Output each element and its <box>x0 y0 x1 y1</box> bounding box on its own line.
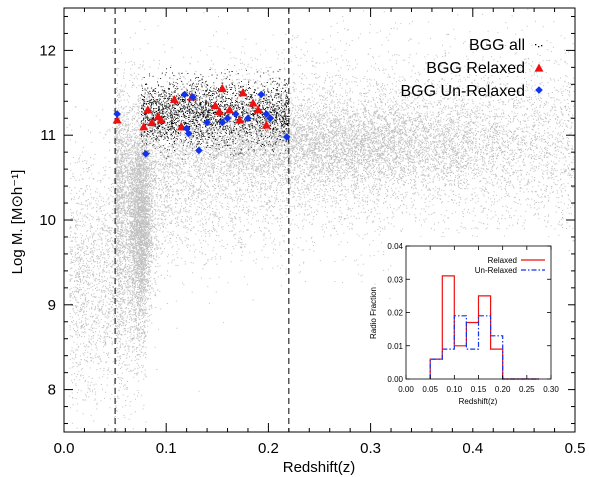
relaxed-point <box>248 98 258 107</box>
legend-marker-unrelaxed <box>535 86 543 94</box>
relaxed-point <box>253 105 263 114</box>
unrelaxed-point <box>195 146 203 155</box>
relaxed-point <box>214 106 224 116</box>
unrelaxed-point <box>203 118 211 127</box>
legend-marker-bgg-all <box>535 44 543 48</box>
x-tick-label: 0.3 <box>360 440 381 457</box>
y-tick-label: 12 <box>39 42 56 59</box>
relaxed-point <box>147 117 157 127</box>
x-tick-label: 0.4 <box>462 440 483 457</box>
unrelaxed-point <box>113 110 121 118</box>
relaxed-point <box>261 120 271 129</box>
unrelaxed-point <box>182 124 191 133</box>
y-tick-label: 10 <box>39 212 56 229</box>
inset-x-tick-label: 0.00 <box>398 385 414 394</box>
inset-x-tick-label: 0.15 <box>471 385 487 394</box>
unrelaxed-point <box>141 150 150 158</box>
inset-x-tick-label: 0.25 <box>519 385 535 394</box>
y-axis-title: Log M. [M⊙h⁻¹] <box>9 170 26 275</box>
unrelaxed-point <box>257 90 266 99</box>
inset-axis-ticks: 0.00 0.05 0.10 0.15 0.20 0.25 0.30 0.00 0.01 0.02… <box>387 242 559 394</box>
x-tick-label: 0.2 <box>258 440 279 457</box>
unrelaxed-point <box>231 110 240 118</box>
main-axis-ticks: 0.0 0.1 0.2 0.3 0.4 0.5 8 9 10 11 12 <box>39 8 585 457</box>
unrelaxed-point <box>223 114 232 123</box>
relaxed-point <box>210 101 220 110</box>
relaxed-point <box>235 115 245 124</box>
unrelaxed-point <box>180 90 189 99</box>
relaxed-point <box>139 122 149 131</box>
inset-y-tick-label: 0.00 <box>387 375 403 384</box>
legend-marker-relaxed <box>534 63 544 72</box>
inset-y-axis-title: Radio Fraction <box>369 287 378 339</box>
inset-y-tick-label: 0.02 <box>387 309 403 318</box>
background-galaxy-points <box>66 8 575 432</box>
inset-chart: 0.00 0.05 0.10 0.15 0.20 0.25 0.30 0.00 0.01 0.02… <box>369 237 568 428</box>
relaxed-point <box>217 84 227 93</box>
relaxed-point <box>112 115 122 124</box>
unrelaxed-point <box>218 118 227 127</box>
y-tick-label: 11 <box>40 127 56 144</box>
inset-background <box>394 237 568 428</box>
x-axis-title: Redshift(z) <box>283 459 356 476</box>
relaxed-point <box>169 95 179 104</box>
relaxed-point <box>143 105 153 114</box>
inset-legend-label: Relaxed <box>488 256 517 265</box>
relaxed-point <box>156 115 166 124</box>
inset-y-tick-label: 0.04 <box>387 242 403 251</box>
unrelaxed-point <box>244 114 252 123</box>
legend-label: BGG Un-Relaxed <box>401 83 526 100</box>
unrelaxed-point <box>188 93 197 101</box>
inset-x-axis-title: Redshift(z) <box>459 397 498 406</box>
x-tick-label: 0.5 <box>565 440 586 457</box>
legend-label: BGG all <box>469 37 525 54</box>
x-tick-label: 0.1 <box>156 440 177 457</box>
relaxed-point <box>238 88 248 97</box>
main-legend: BGG all BGG Relaxed BGG Un-Relaxed <box>401 37 543 100</box>
y-tick-label: 9 <box>48 297 56 314</box>
inset-x-tick-label: 0.05 <box>422 385 438 394</box>
inset-x-tick-label: 0.20 <box>495 385 511 394</box>
inset-x-tick-label: 0.30 <box>543 385 559 394</box>
unrelaxed-point <box>282 133 291 141</box>
redshift-cut-lines <box>114 8 290 432</box>
unrelaxed-point <box>262 110 271 118</box>
unrelaxed-point <box>184 129 193 138</box>
inset-x-tick-label: 0.10 <box>447 385 463 394</box>
inset-legend-label: Un-Relaxed <box>475 266 517 275</box>
relaxed-point <box>225 105 235 114</box>
unrelaxed-point <box>266 114 275 123</box>
y-tick-label: 8 <box>48 382 56 399</box>
bgg-markers <box>112 63 544 158</box>
legend-label: BGG Relaxed <box>426 60 525 77</box>
inset-y-tick-label: 0.03 <box>387 275 403 284</box>
inset-y-tick-label: 0.01 <box>387 342 403 351</box>
x-tick-label: 0.0 <box>54 440 75 457</box>
